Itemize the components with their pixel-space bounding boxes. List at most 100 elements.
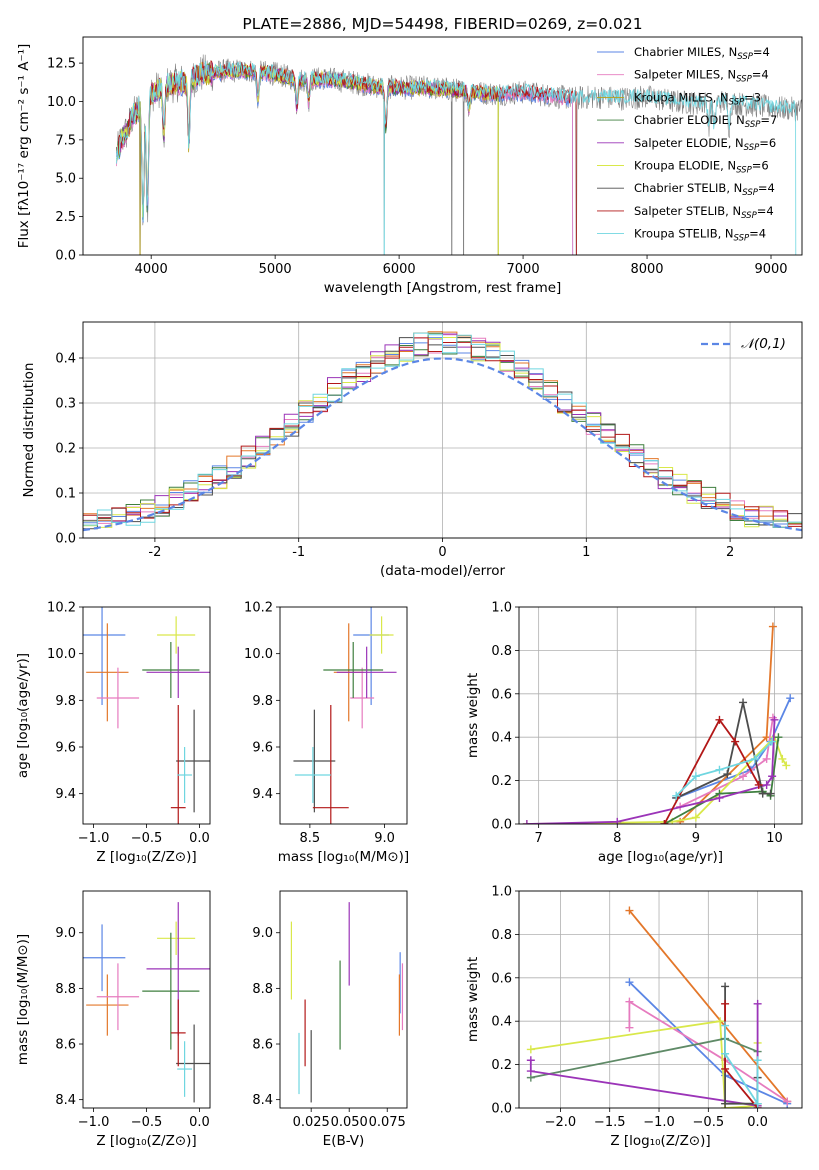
error-bar-point bbox=[170, 999, 186, 1067]
weight-marker bbox=[526, 1045, 535, 1054]
x-tick-label: 0.0 bbox=[189, 1115, 210, 1130]
mass-vs-ebv-panel: 0.025 0.050 0.075 8.4 8.6 8.8 9.0 E(B-V) bbox=[252, 890, 408, 1149]
error-bar-point bbox=[177, 1041, 193, 1097]
error-bar-point bbox=[142, 642, 200, 698]
x-tick-label: −1.0 bbox=[78, 831, 110, 846]
weight-marker bbox=[750, 754, 759, 763]
y-tick-label: 0.0 bbox=[55, 532, 76, 547]
x-tick-label: −1.0 bbox=[643, 1115, 675, 1130]
error-bar-point bbox=[96, 963, 140, 1031]
y-tick-label: 2.5 bbox=[55, 210, 76, 225]
x-tick-label: 10 bbox=[766, 831, 783, 846]
y-tick-label: 0.2 bbox=[491, 774, 512, 789]
legend-entry: Chabrier STELIB, NSSP=4 bbox=[634, 181, 775, 198]
y-tick-label: 0.8 bbox=[491, 644, 512, 659]
weight-marker bbox=[721, 1049, 730, 1058]
y-tick-label: 12.5 bbox=[47, 57, 76, 72]
y-tick-label: 9.0 bbox=[55, 926, 76, 941]
y-tick-label: 0.4 bbox=[491, 1015, 512, 1030]
y-tick-label: 10.0 bbox=[47, 647, 76, 662]
x-tick-label: 8.5 bbox=[300, 831, 321, 846]
plot-area bbox=[83, 331, 802, 532]
x-tick-label: 1 bbox=[582, 545, 590, 560]
weight-marker bbox=[691, 813, 700, 822]
y-tick-label: 9.4 bbox=[252, 787, 273, 802]
x-tick-label: 6000 bbox=[383, 262, 416, 277]
legend-entry: Kroupa STELIB, NSSP=4 bbox=[634, 227, 766, 244]
y-tick-label: 8.8 bbox=[55, 982, 76, 997]
weight-marker bbox=[526, 1067, 535, 1076]
x-tick-label: −0.5 bbox=[131, 831, 163, 846]
x-tick-label: −1.0 bbox=[78, 1115, 110, 1130]
weight-marker bbox=[715, 715, 724, 724]
error-bar-point bbox=[293, 709, 336, 813]
x-axis-label: E(B-V) bbox=[323, 1133, 365, 1149]
weight-marker bbox=[613, 817, 622, 824]
age-vs-mass-panel: 8.5 9.0 9.4 9.6 9.8 10.0 10.2 mass [log₁₀(M/M⊙)… bbox=[244, 601, 409, 866]
weight-marker bbox=[774, 733, 783, 742]
y-tick-label: 9.0 bbox=[252, 926, 273, 941]
error-bar-point bbox=[96, 667, 140, 729]
age-vs-metallicity-panel: −1.0 −0.5 0.0 9.4 9.6 9.8 10.0 10.2 Z [log₁₀(Z/Z… bbox=[15, 601, 211, 865]
legend: Chabrier MILES, NSSP=4 Salpeter MILES, NS… bbox=[597, 45, 777, 244]
x-tick-label: −1.5 bbox=[594, 1115, 626, 1130]
y-tick-label: 0.8 bbox=[491, 928, 512, 943]
legend-entry: Kroupa ELODIE, NSSP=6 bbox=[634, 159, 769, 176]
weight-marker bbox=[660, 820, 669, 824]
error-bar-point bbox=[86, 974, 129, 1036]
y-tick-label: 10.0 bbox=[244, 647, 273, 662]
spectrum-panel: 4000 5000 6000 7000 8000 9000 0.0 2.5 5.0 7.5 10.0… bbox=[16, 15, 803, 296]
weight-marker bbox=[768, 772, 777, 781]
error-bar-point bbox=[312, 705, 349, 824]
x-tick-label: 9.0 bbox=[374, 831, 395, 846]
weight-marker bbox=[768, 622, 777, 631]
weight-marker bbox=[758, 789, 767, 798]
normal-curve bbox=[83, 357, 802, 532]
legend-entry: Salpeter ELODIE, NSSP=6 bbox=[634, 136, 776, 153]
y-tick-label: 0.6 bbox=[491, 687, 512, 702]
y-tick-label: 0.3 bbox=[55, 397, 76, 412]
y-tick-label: 0.4 bbox=[491, 731, 512, 746]
weight-marker bbox=[522, 820, 531, 824]
weight-marker bbox=[739, 772, 748, 781]
y-tick-label: 8.8 bbox=[252, 982, 273, 997]
legend-entry: Chabrier MILES, NSSP=4 bbox=[634, 45, 770, 62]
error-bar-point bbox=[157, 921, 196, 955]
x-tick-label: 0.0 bbox=[747, 1115, 768, 1130]
weight-marker bbox=[768, 737, 777, 746]
legend-entry: Kroupa MILES, NSSP=3 bbox=[634, 90, 761, 107]
plot-area bbox=[83, 607, 210, 824]
plot-area bbox=[116, 54, 802, 255]
axes-frame bbox=[82, 606, 211, 825]
x-tick-label: −0.5 bbox=[131, 1115, 163, 1130]
weight-marker bbox=[731, 737, 740, 746]
y-tick-label: 10.0 bbox=[47, 95, 76, 110]
error-bar-point bbox=[336, 646, 397, 698]
weight-marker bbox=[625, 1023, 634, 1032]
x-tick-label: 7000 bbox=[507, 262, 540, 277]
x-tick-label: 2 bbox=[726, 545, 734, 560]
weight-marker bbox=[739, 698, 748, 707]
x-tick-label: 5000 bbox=[259, 262, 292, 277]
error-bar-point bbox=[176, 1024, 210, 1103]
weight-marker bbox=[721, 1099, 730, 1108]
x-tick-label: −0.5 bbox=[693, 1115, 725, 1130]
y-tick-label: 9.6 bbox=[55, 741, 76, 756]
x-tick-label: 0.075 bbox=[369, 1115, 406, 1130]
axes-frame bbox=[518, 890, 803, 1109]
y-tick-label: 9.4 bbox=[55, 787, 76, 802]
weight-marker bbox=[762, 780, 771, 789]
y-tick-label: 0.1 bbox=[55, 487, 76, 502]
x-axis-label: wavelength [Angstrom, rest frame] bbox=[324, 280, 562, 296]
x-tick-label: 0 bbox=[438, 545, 446, 560]
weight-marker bbox=[783, 1097, 792, 1106]
error-bar-point bbox=[83, 607, 126, 705]
y-tick-label: 0.6 bbox=[491, 971, 512, 986]
y-tick-label: 5.0 bbox=[55, 172, 76, 187]
x-tick-label: -2 bbox=[148, 545, 161, 560]
weight-marker bbox=[676, 817, 685, 824]
x-tick-label: 8000 bbox=[630, 262, 663, 277]
x-tick-label: 0.025 bbox=[293, 1115, 330, 1130]
x-tick-label: 0.0 bbox=[189, 831, 210, 846]
